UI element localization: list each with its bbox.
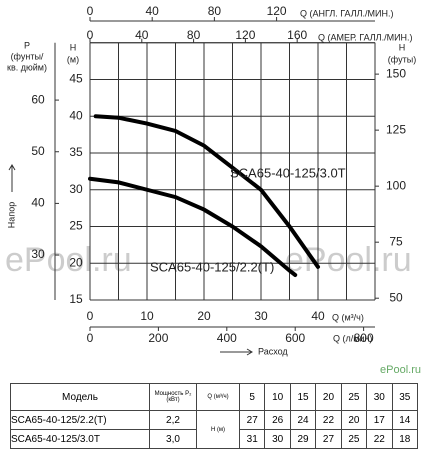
table-cell: Q (м³/ч) xyxy=(196,383,240,411)
flow-label: Расход xyxy=(258,346,288,356)
x-tick-label: 10 xyxy=(140,309,154,323)
table-cell: SCA65-40-125/2.2(T) xyxy=(10,410,150,430)
table-cell: 17 xyxy=(366,410,393,430)
table-cell: Модель xyxy=(10,383,150,411)
tick-label: 160 xyxy=(287,28,307,42)
series-label: SCA65-40-125/2.2(T) xyxy=(150,259,274,274)
table-cell: H (м) xyxy=(196,410,240,449)
table-cell: 22 xyxy=(366,429,393,449)
tick-label: 50 xyxy=(31,144,45,158)
table-row: SCA65-40-125/2.2(T) 2,2 H (м) 27 26 24 22 20 17 1… xyxy=(10,410,419,449)
y-tick-label: 20 xyxy=(69,255,83,269)
table-cell: 20 xyxy=(340,410,368,430)
table-cell: 14 xyxy=(391,410,419,430)
table-cell: 30 xyxy=(366,383,393,411)
table-row: SCA65-40-125/3.0T 3,0 31 30 29 27 25 22 18 xyxy=(10,429,419,449)
tick-label: 50 xyxy=(389,290,403,304)
y-tick-label: 35 xyxy=(69,145,83,159)
table-cell: 15 xyxy=(289,383,317,411)
y-tick-label: 40 xyxy=(69,108,83,122)
head-label: Напор xyxy=(6,202,16,228)
tick-label: 150 xyxy=(386,66,406,80)
axis-label: (фунты/ xyxy=(11,51,44,61)
tick-label: 0 xyxy=(87,28,94,42)
axis-label: (футы) xyxy=(388,54,416,64)
table-row: Модель Мощность P₂ (кВт) Q (м³/ч) 5 10 15 20 25… xyxy=(10,383,419,411)
tick-label: 40 xyxy=(135,28,149,42)
tick-label: 800 xyxy=(354,331,374,345)
axis-label: Q (АНГЛ. ГАЛЛ./МИН.) xyxy=(300,8,394,18)
x-tick-label: 40 xyxy=(311,309,325,323)
x-tick-label: 20 xyxy=(197,309,211,323)
tick-label: 200 xyxy=(148,331,168,345)
tick-label: 80 xyxy=(208,4,222,18)
tick-label: 60 xyxy=(31,92,45,106)
curve xyxy=(93,114,320,269)
x-axis-label: Q (м³/ч) xyxy=(332,312,364,322)
table-cell: 35 xyxy=(391,383,419,411)
tick-label: 75 xyxy=(389,234,403,248)
tick-label: 40 xyxy=(146,4,160,18)
table-cell: 30 xyxy=(264,429,291,449)
tick-label: 80 xyxy=(187,28,201,42)
y-axis-label: (м) xyxy=(67,54,79,64)
table-cell: 25 xyxy=(340,383,368,411)
tick-label: 120 xyxy=(267,4,287,18)
tick-label: 0 xyxy=(87,331,94,345)
axis-label: P xyxy=(24,40,30,50)
tick-label: 100 xyxy=(386,178,406,192)
y-tick-label: 15 xyxy=(69,292,83,306)
chart: ePool.ru ePool.ru 0 10 20 30 40 15 20 25 30 35 40 45 Q… xyxy=(5,4,421,375)
table-cell: 18 xyxy=(391,429,419,449)
tick-label: 0 xyxy=(87,4,94,18)
table-cell: 10 xyxy=(264,383,291,411)
table-cell: 22 xyxy=(315,410,342,430)
tick-label: 120 xyxy=(235,28,255,42)
table-cell: 24 xyxy=(289,410,317,430)
x-tick-label: 30 xyxy=(254,309,268,323)
table-cell: 25 xyxy=(340,429,368,449)
table-cell: 2,2 xyxy=(149,410,197,430)
series-label: SCA65-40-125/3.0T xyxy=(230,165,346,180)
table-cell: 3,0 xyxy=(149,429,197,449)
table-cell: 26 xyxy=(264,410,291,430)
tick-label: 40 xyxy=(31,196,45,210)
watermark: ePool.ru xyxy=(380,364,421,375)
tick-label: 400 xyxy=(217,331,237,345)
data-table: Модель Мощность P₂ (кВт) Q (м³/ч) 5 10 15 20 25… xyxy=(10,383,419,449)
axis-label: Q (АМЕР. ГАЛЛ./МИН.) xyxy=(318,32,413,42)
y-tick-label: 45 xyxy=(69,72,83,86)
axis-label: Q (л/мин) xyxy=(333,333,372,343)
table-cell: 20 xyxy=(315,383,342,411)
axis-label: H xyxy=(399,42,406,52)
x-tick-label: 0 xyxy=(87,309,94,323)
table-cell: 31 xyxy=(238,429,266,449)
table-cell: 27 xyxy=(238,410,266,430)
arrow xyxy=(8,164,16,192)
table-cell: 27 xyxy=(315,429,342,449)
y-axis-label: H xyxy=(70,42,77,52)
table-cell: SCA65-40-125/3.0T xyxy=(10,429,150,449)
y-tick-label: 25 xyxy=(69,219,83,233)
tick-label: 600 xyxy=(285,331,305,345)
axis-label: кв. дюйм) xyxy=(7,62,47,72)
table-cell: 5 xyxy=(238,383,266,411)
curve xyxy=(88,176,298,278)
y-tick-label: 30 xyxy=(69,182,83,196)
table-cell: Мощность P₂ (кВт) xyxy=(149,383,197,411)
table-cell: 29 xyxy=(289,429,317,449)
tick-label: 30 xyxy=(31,247,45,261)
watermark: ePool.ru xyxy=(5,241,132,279)
arrow xyxy=(220,348,253,356)
tick-label: 125 xyxy=(386,122,406,136)
